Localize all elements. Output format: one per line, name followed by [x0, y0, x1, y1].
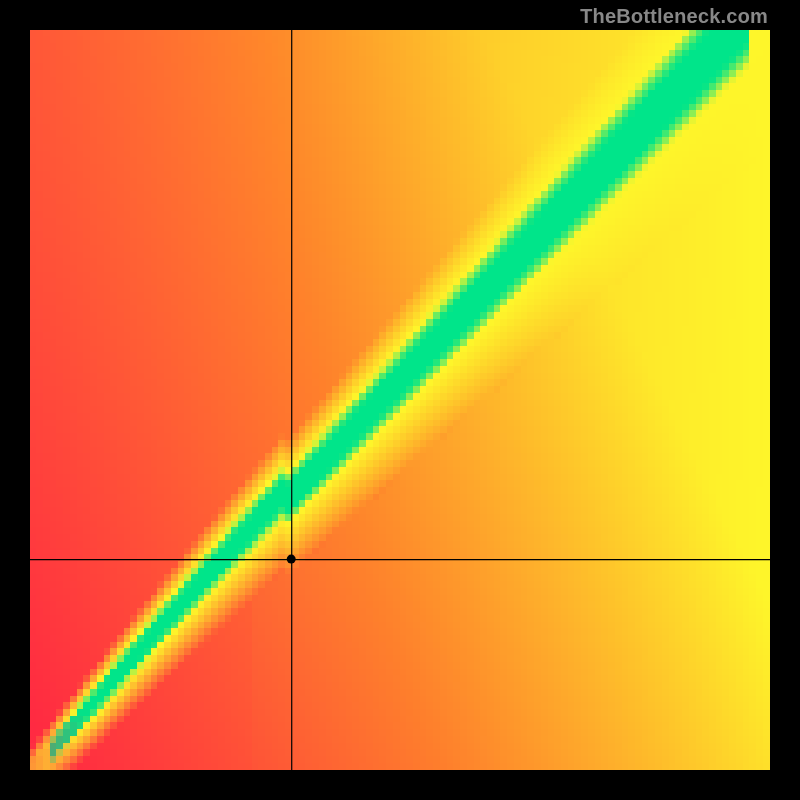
heatmap-chart [30, 30, 770, 770]
heatmap-canvas [30, 30, 770, 770]
attribution-text: TheBottleneck.com [580, 6, 768, 29]
